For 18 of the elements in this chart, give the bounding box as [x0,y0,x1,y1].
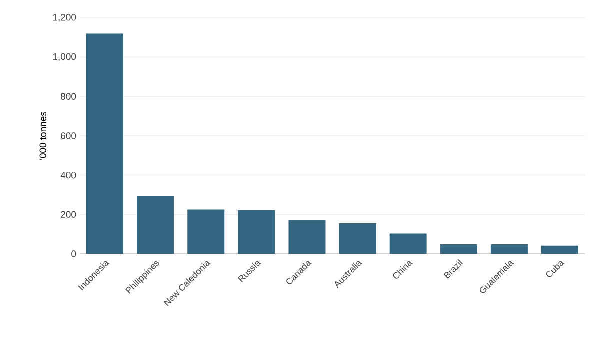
y-tick-label: 600 [61,132,76,140]
y-tick-label: 1,000 [53,53,76,62]
bar [440,244,478,254]
y-axis-title: '000 tonnes [40,112,46,160]
bar [86,34,124,254]
y-tick-label: 1,200 [53,14,76,22]
bar [238,210,276,254]
bar [288,220,326,254]
y-tick-label: 800 [61,93,76,100]
y-tick-label: 200 [61,211,76,218]
y-tick-label: 400 [60,172,76,179]
bar [490,244,528,254]
bar [542,246,578,254]
bar [390,234,427,254]
bar [188,210,225,254]
bar [339,224,376,254]
bar [137,196,174,254]
y-tick-label: 0 [72,250,76,258]
